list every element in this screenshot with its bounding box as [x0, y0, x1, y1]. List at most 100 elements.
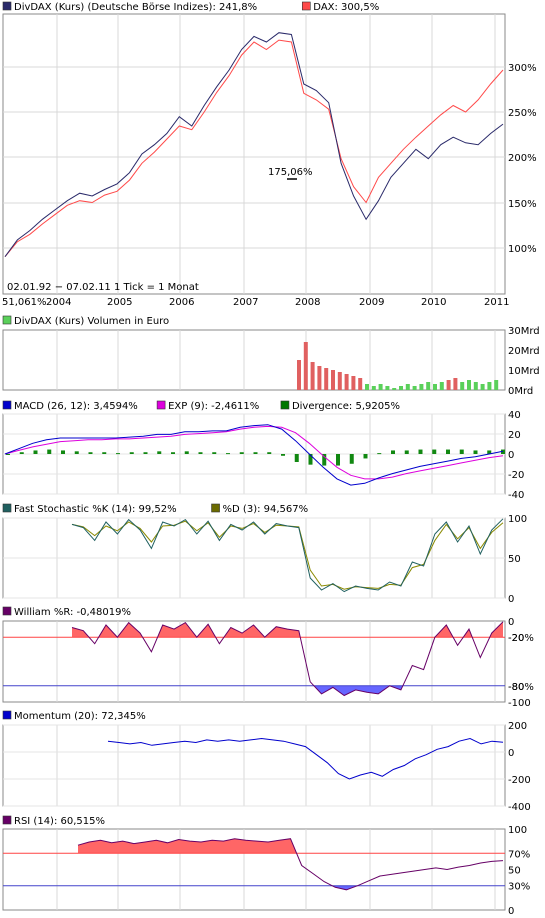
- volume-bar: [392, 388, 397, 390]
- divergence-bar: [487, 450, 492, 454]
- y-tick-label: 0: [508, 906, 514, 917]
- volume-bar: [378, 384, 383, 390]
- divergence-bar: [267, 452, 272, 454]
- y-tick-label: 0: [508, 617, 514, 628]
- volume-bar: [310, 362, 315, 390]
- y-tick-label: 40: [508, 410, 521, 421]
- william-panel: William %R: -0,48019% -100 -80 -20 0 -20% -80%: [2, 606, 534, 709]
- volume-bar: [473, 382, 478, 390]
- momentum-panel: Momentum (20): 72,345% -400 -200 0 200: [2, 710, 531, 813]
- legend-swatch: [280, 400, 290, 410]
- divergence-bar: [349, 454, 354, 464]
- y-tick-label: 0Mrd: [508, 386, 533, 397]
- divergence-bar: [212, 452, 217, 454]
- volume-panel: DivDAX (Kurs) Volumen in Euro 0Mrd 10Mrd 20…: [2, 315, 540, 397]
- threshold-label: 30%: [508, 882, 530, 893]
- legend-swatch: [211, 503, 220, 513]
- legend-swatch: [2, 1, 12, 11]
- volume-bar: [412, 386, 417, 390]
- panel-frame: [2, 724, 506, 807]
- divergence-bar: [404, 450, 409, 454]
- x-tick-label: 2009: [359, 297, 384, 308]
- threshold-label: 70%: [508, 849, 530, 860]
- macd-panel: MACD (26, 12): 3,4594% EXP (9): -2,4611% D…: [2, 400, 524, 501]
- series-line-rsi: [77, 838, 504, 891]
- legend-label: DAX: 300,5%: [313, 2, 379, 13]
- divergence-bar: [432, 449, 437, 454]
- range-label: 02.01.92 − 07.02.11 1 Tick = 1 Monat: [7, 282, 199, 293]
- y-tick-label: 50: [508, 554, 521, 565]
- x-tick-label: 2005: [107, 297, 132, 308]
- y-tick-label: 10Mrd: [508, 366, 540, 377]
- y-tick-label: -100: [508, 698, 531, 709]
- volume-bar: [426, 382, 431, 390]
- divergence-bar: [157, 451, 162, 454]
- divergence-bar: [102, 452, 107, 454]
- legend-label: Momentum (20): 72,345%: [14, 711, 146, 722]
- overbought-area: [78, 838, 503, 854]
- legend-swatch: [156, 400, 166, 410]
- y-tick-label: 250%: [508, 108, 537, 119]
- y-tick-label: 100: [508, 825, 527, 836]
- volume-bar: [351, 376, 356, 390]
- rsi-panel: RSI (14): 60,515% 0 50 100 70% 30%: [2, 815, 530, 917]
- legend-label: DivDAX (Kurs) (Deutsche Börse Indizes): …: [14, 2, 257, 13]
- volume-bar: [371, 386, 376, 390]
- divergence-bar: [446, 449, 450, 454]
- legend-swatch: [2, 315, 12, 325]
- x-tick-label: 2006: [169, 297, 194, 308]
- y-tick-label: 0: [508, 748, 514, 759]
- divergence-bar: [33, 450, 38, 454]
- price-panel: DivDAX (Kurs) (Deutsche Börse Indizes): …: [2, 1, 537, 308]
- volume-bar: [297, 360, 301, 390]
- y-tick-label: -80: [508, 682, 524, 693]
- divergence-bar: [391, 450, 395, 454]
- volume-bar: [433, 384, 437, 390]
- y-tick-label: 20Mrd: [508, 346, 540, 357]
- y-tick-label: 300%: [508, 63, 537, 74]
- volume-bar: [467, 380, 471, 390]
- volume-bar: [317, 366, 322, 390]
- volume-bar: [303, 342, 308, 390]
- min-label: 51,061%: [2, 297, 47, 308]
- divergence-bar: [47, 449, 52, 454]
- volume-bar: [460, 382, 465, 390]
- legend-swatch: [2, 815, 12, 825]
- divergence-bar: [459, 449, 464, 454]
- volume-bar: [487, 382, 492, 390]
- volume-bar: [399, 386, 403, 390]
- x-tick-label: 2004: [46, 297, 71, 308]
- legend-label: MACD (26, 12): 3,4594%: [14, 401, 138, 412]
- divergence-bar: [418, 449, 423, 454]
- y-tick-label: 200%: [508, 153, 537, 164]
- y-tick-label: 100%: [508, 244, 537, 255]
- volume-bar: [324, 368, 329, 390]
- x-tick-label: 2011: [484, 297, 509, 308]
- y-tick-label: 100: [508, 514, 527, 525]
- divergence-bar: [308, 454, 313, 465]
- legend-swatch: [301, 1, 311, 11]
- divergence-bar: [143, 452, 148, 454]
- legend-label: EXP (9): -2,4611%: [168, 401, 259, 412]
- divergence-bar: [294, 454, 299, 462]
- divergence-bar: [184, 451, 189, 454]
- volume-bar: [331, 370, 335, 390]
- y-tick-label: 150%: [508, 199, 537, 210]
- x-tick-label: 2007: [233, 297, 258, 308]
- y-tick-label: -40: [508, 490, 524, 501]
- divergence-bar: [226, 453, 230, 455]
- threshold-label: -20%: [508, 633, 534, 644]
- threshold-label: -80%: [508, 682, 534, 693]
- divergence-bar: [129, 452, 134, 454]
- volume-bar: [358, 378, 363, 390]
- divergence-bar: [116, 453, 120, 455]
- x-tick-label: 2010: [421, 297, 446, 308]
- y-tick-label: -20: [508, 633, 524, 644]
- y-tick-label: 0: [508, 594, 514, 605]
- divergence-bar: [377, 453, 382, 455]
- panel-frame: [2, 13, 506, 295]
- divergence-bar: [336, 454, 340, 466]
- divergence-bar: [253, 452, 258, 454]
- divergence-bar: [88, 452, 93, 454]
- y-tick-label: 50: [508, 866, 521, 877]
